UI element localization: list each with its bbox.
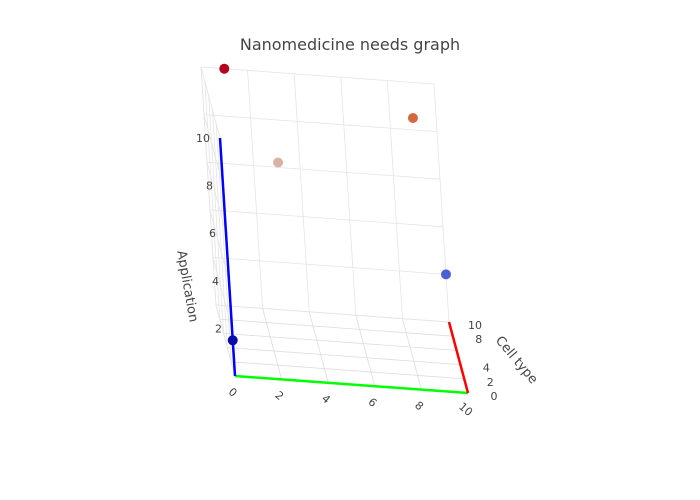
back-grid-line	[206, 161, 441, 180]
back-grid-line	[209, 209, 444, 228]
chart-title: Nanomedicine needs graph	[240, 35, 460, 54]
grid-layer	[200, 66, 469, 394]
z-axis-title: Application	[173, 249, 200, 323]
floor-grid-line	[219, 318, 453, 337]
x-tick-label: 4	[319, 392, 333, 406]
back-grid-line	[247, 70, 263, 309]
y-tick-label: 2	[487, 376, 494, 389]
x-axis-line	[234, 374, 469, 395]
floor-grid-line	[402, 318, 422, 390]
floor-grid-line	[223, 333, 457, 351]
back-grid-line	[203, 114, 438, 132]
x-tick-label: 0	[226, 385, 240, 399]
z-tick-label: 8	[206, 180, 213, 193]
x-tick-label: 6	[366, 395, 380, 409]
y-tick-label: 8	[475, 333, 482, 346]
x-tick-label: 8	[412, 399, 426, 413]
z-tick-label: 10	[196, 132, 210, 145]
axis-layer	[218, 137, 470, 395]
side-grid-line	[204, 81, 221, 320]
x-tick-label: 10	[456, 400, 475, 419]
side-grid-line	[206, 162, 227, 234]
y-axis-line	[447, 321, 470, 394]
floor-grid-line	[308, 311, 329, 383]
back-grid-line	[212, 257, 447, 275]
side-grid-line	[215, 123, 232, 362]
back-grid-line	[200, 66, 435, 85]
back-grid-line	[293, 73, 310, 312]
side-grid-line	[209, 209, 230, 281]
data-point[interactable]	[407, 113, 418, 123]
back-grid-line	[387, 80, 403, 319]
z-tick-label: 4	[212, 275, 219, 288]
data-point[interactable]	[227, 335, 238, 346]
z-tick-label: 6	[209, 227, 216, 240]
floor-grid-line	[227, 347, 461, 365]
back-grid-line	[340, 77, 357, 316]
point-layer	[219, 63, 451, 346]
back-grid-line	[433, 83, 450, 323]
floor-grid-line	[262, 308, 282, 380]
side-grid-line	[208, 95, 224, 334]
y-axis-title: Cell type	[492, 333, 540, 387]
x-tick-label: 2	[272, 389, 286, 403]
side-grid-line	[215, 304, 236, 377]
z-tick-label: 2	[215, 322, 222, 335]
side-grid-line	[200, 66, 217, 306]
side-grid-line	[212, 109, 228, 348]
floor-grid-line	[231, 361, 465, 380]
side-grid-line	[200, 66, 221, 139]
data-point[interactable]	[219, 63, 230, 74]
floor-grid-line	[355, 315, 376, 387]
y-tick-label: 10	[468, 319, 482, 332]
y-tick-label: 0	[491, 390, 498, 403]
data-point[interactable]	[441, 269, 451, 280]
data-point[interactable]	[273, 157, 284, 168]
side-grid-line	[212, 257, 233, 329]
side-grid-line	[203, 114, 224, 186]
y-tick-label: 4	[483, 362, 490, 375]
back-grid-line	[215, 304, 450, 323]
